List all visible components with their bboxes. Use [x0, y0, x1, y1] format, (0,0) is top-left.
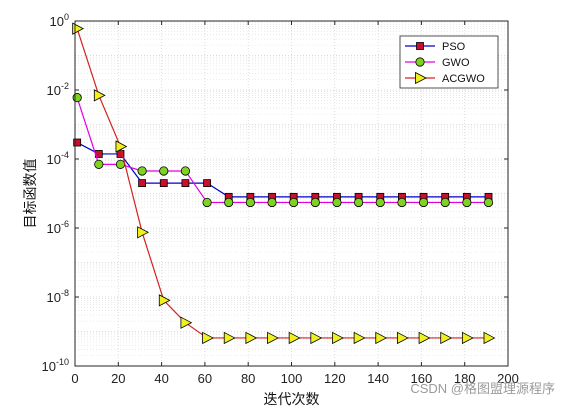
y-axis-label: 目标函数值: [23, 159, 39, 229]
data-point-gwo: [159, 166, 169, 176]
data-point-acgwo: [418, 331, 431, 345]
y-tick-base: 10: [47, 83, 61, 98]
data-point-acgwo: [461, 331, 474, 345]
x-tick-label: 180: [454, 371, 476, 386]
x-tick-label: 200: [497, 371, 519, 386]
legend-label: GWO: [442, 57, 470, 69]
data-point-acgwo: [310, 331, 323, 345]
data-point-gwo: [289, 197, 299, 208]
x-tick-label: 100: [281, 371, 303, 386]
y-tick-exponent: -2: [61, 81, 69, 91]
data-point-gwo: [483, 197, 494, 208]
data-point-gwo: [202, 197, 212, 208]
data-point-gwo: [137, 166, 147, 176]
data-point-gwo: [115, 159, 126, 169]
data-point-gwo: [440, 197, 450, 208]
data-point-acgwo: [137, 226, 149, 239]
series-gwo: [72, 93, 494, 208]
data-point-acgwo: [397, 331, 409, 345]
data-point-gwo: [224, 197, 234, 208]
x-tick-label: 160: [411, 371, 433, 386]
y-tick-label: 10-8: [47, 288, 69, 305]
data-point-gwo: [245, 197, 255, 208]
data-point-gwo: [94, 159, 104, 169]
data-point-gwo: [332, 197, 342, 208]
data-point-gwo: [267, 197, 277, 208]
data-point-gwo: [397, 197, 407, 208]
data-point-acgwo: [483, 331, 496, 345]
x-tick-label: 120: [324, 371, 346, 386]
data-point-pso: [159, 179, 168, 188]
data-point-acgwo: [180, 316, 193, 329]
data-point-acgwo: [115, 140, 128, 153]
data-point-acgwo: [353, 331, 366, 345]
data-point-gwo: [418, 197, 429, 208]
data-point-gwo: [375, 197, 385, 208]
data-point-acgwo: [440, 331, 453, 345]
data-point-gwo: [462, 197, 472, 208]
y-tick-base: 10: [42, 359, 56, 374]
data-point-pso: [116, 150, 125, 158]
data-point-pso: [138, 179, 147, 188]
legend-item-gwo: GWO: [405, 57, 470, 69]
y-tick-exponent: -4: [61, 150, 69, 160]
y-tick-base: 10: [47, 152, 61, 167]
watermark: CSDN @格图盟理源程序: [410, 381, 555, 396]
x-tick-label: 0: [71, 371, 78, 386]
y-tick-base: 10: [50, 14, 64, 29]
data-point-acgwo: [288, 331, 301, 345]
data-point-acgwo: [375, 331, 388, 345]
y-tick-exponent: -10: [56, 357, 69, 367]
legend-swatch-marker: [416, 42, 424, 50]
legend-label: PSO: [442, 41, 466, 53]
x-tick-label: 40: [154, 371, 168, 386]
data-point-acgwo: [202, 331, 214, 345]
legend-swatch-marker: [415, 71, 427, 85]
data-point-gwo: [180, 166, 191, 176]
data-point-gwo: [310, 197, 320, 208]
y-tick-label: 10-4: [47, 150, 69, 167]
data-point-acgwo: [93, 89, 106, 102]
legend: PSO GWO ACGWO: [399, 35, 499, 89]
data-point-pso: [203, 179, 211, 188]
y-tick-base: 10: [47, 290, 61, 305]
y-tick-exponent: -8: [61, 288, 69, 298]
data-point-gwo: [72, 93, 82, 103]
data-point-acgwo: [267, 331, 279, 345]
data-point-pso: [181, 179, 190, 188]
x-tick-label: 20: [111, 371, 125, 386]
series-acgwo: [72, 22, 496, 345]
plot-frame: [74, 20, 509, 367]
y-tick-label: 10-10: [42, 357, 69, 374]
legend-item-acgwo: ACGWO: [405, 71, 485, 85]
legend-item-pso: PSO: [405, 41, 466, 53]
y-tick-label: 10-2: [47, 81, 69, 98]
data-point-gwo: [354, 197, 364, 208]
y-tick-exponent: 0: [64, 12, 69, 22]
data-point-acgwo: [223, 331, 236, 345]
series-layer: [72, 22, 496, 345]
y-tick-exponent: -6: [61, 219, 69, 229]
x-tick-label: 140: [367, 371, 389, 386]
x-tick-label: 80: [241, 371, 255, 386]
data-point-acgwo: [245, 331, 258, 345]
y-tick-label: 100: [50, 12, 69, 29]
legend-label: ACGWO: [442, 73, 485, 85]
x-tick-label: 60: [198, 371, 212, 386]
data-point-pso: [73, 138, 82, 147]
y-tick-label: 10-6: [47, 219, 69, 236]
data-point-acgwo: [332, 331, 344, 345]
y-tick-base: 10: [47, 221, 61, 236]
x-axis-label: 迭代次数: [264, 392, 320, 408]
data-point-acgwo: [158, 294, 171, 307]
legend-swatch-marker: [415, 57, 425, 67]
